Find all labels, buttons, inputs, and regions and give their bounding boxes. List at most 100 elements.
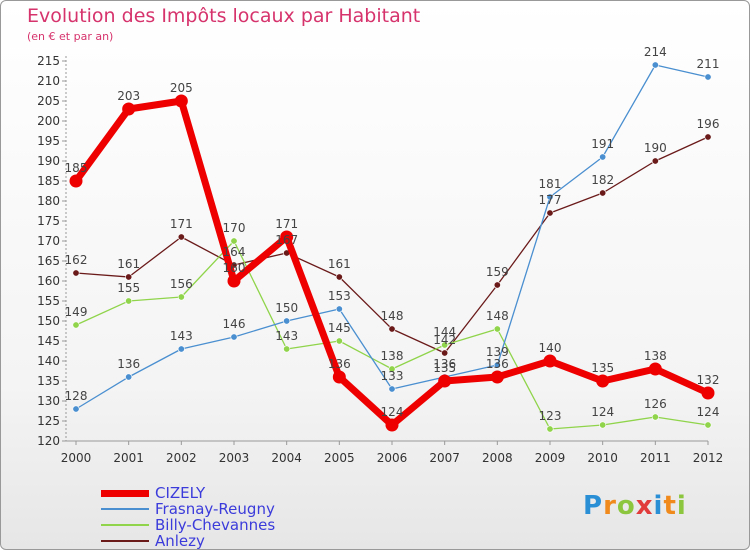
data-point — [72, 321, 80, 329]
x-tick-label: 2001 — [113, 451, 144, 465]
y-tick-label: 120 — [37, 434, 60, 448]
y-tick-label: 135 — [37, 374, 60, 388]
legend-label: Anlezy — [155, 532, 205, 550]
legend-label: Billy-Chevannes — [155, 516, 276, 534]
data-point — [280, 230, 294, 244]
logo-letter: r — [603, 491, 617, 521]
x-tick-label: 2006 — [377, 451, 408, 465]
data-point — [599, 189, 607, 197]
data-label: 177 — [539, 193, 562, 207]
data-label: 164 — [223, 245, 246, 259]
data-point — [704, 73, 712, 81]
data-label: 138 — [381, 349, 404, 363]
data-point — [385, 418, 399, 432]
data-point — [546, 193, 554, 201]
y-tick-label: 180 — [37, 194, 60, 208]
data-label: 133 — [381, 369, 404, 383]
x-tick-label: 2007 — [429, 451, 460, 465]
data-point — [493, 361, 501, 369]
data-label: 170 — [223, 221, 246, 235]
data-point — [543, 354, 557, 368]
data-label: 149 — [65, 305, 88, 319]
y-tick-label: 165 — [37, 254, 60, 268]
data-label: 135 — [591, 361, 614, 375]
data-point — [335, 273, 343, 281]
data-label: 132 — [697, 373, 720, 387]
data-point — [122, 102, 136, 116]
data-point — [335, 305, 343, 313]
legend-label: CIZELY — [155, 484, 206, 502]
data-label: 150 — [275, 301, 298, 315]
y-tick-label: 190 — [37, 154, 60, 168]
legend-swatch — [101, 540, 149, 542]
data-label: 167 — [275, 233, 298, 247]
y-tick-label: 170 — [37, 234, 60, 248]
data-label: 148 — [381, 309, 404, 323]
data-label: 148 — [486, 309, 509, 323]
data-point — [177, 233, 185, 241]
data-label: 162 — [65, 253, 88, 267]
x-tick-label: 2011 — [640, 451, 671, 465]
data-label: 136 — [486, 357, 509, 371]
data-point — [177, 293, 185, 301]
data-point — [388, 385, 396, 393]
legend-label: Frasnay-Reugny — [155, 500, 275, 518]
data-point — [441, 341, 449, 349]
data-point — [599, 153, 607, 161]
logo-letter: i — [653, 491, 664, 521]
x-tick-label: 2004 — [271, 451, 302, 465]
y-tick-label: 125 — [37, 414, 60, 428]
data-label: 182 — [591, 173, 614, 187]
data-point — [125, 373, 133, 381]
data-label: 161 — [328, 257, 351, 271]
x-tick-label: 2000 — [61, 451, 92, 465]
chart-title: Evolution des Impôts locaux par Habitant — [27, 5, 421, 27]
data-point — [230, 333, 238, 341]
data-point — [72, 405, 80, 413]
x-tick-label: 2009 — [535, 451, 566, 465]
legend-swatch — [101, 489, 149, 497]
x-tick-label: 2012 — [693, 451, 724, 465]
data-point — [648, 362, 662, 376]
data-label: 153 — [328, 289, 351, 303]
data-label: 146 — [223, 317, 246, 331]
logo-letter: i — [676, 491, 687, 521]
data-point — [651, 61, 659, 69]
data-point — [704, 421, 712, 429]
data-label: 155 — [117, 281, 140, 295]
y-tick-label: 150 — [37, 314, 60, 328]
data-label: 161 — [117, 257, 140, 271]
logo-letter: t — [663, 491, 677, 521]
logo-letter: o — [616, 491, 636, 521]
data-label: 211 — [697, 57, 720, 71]
data-label: 124 — [697, 405, 720, 419]
data-point — [704, 133, 712, 141]
data-point — [125, 273, 133, 281]
data-point — [72, 269, 80, 277]
y-tick-label: 195 — [37, 134, 60, 148]
data-labels: 162 161 171 164 167 161 148 142 159 177 182 190 196 1… — [65, 45, 720, 423]
data-label: 139 — [486, 345, 509, 359]
data-point — [332, 370, 346, 384]
data-point — [599, 421, 607, 429]
legend-swatch — [101, 524, 149, 526]
y-tick-label: 155 — [37, 294, 60, 308]
legend-swatch — [101, 508, 149, 510]
data-point — [493, 281, 501, 289]
data-label: 126 — [644, 397, 667, 411]
legend-item: CIZELY — [101, 485, 275, 501]
y-tick-label: 200 — [37, 114, 60, 128]
data-label: 185 — [65, 161, 88, 175]
data-label: 191 — [591, 137, 614, 151]
data-point — [283, 345, 291, 353]
data-label: 196 — [697, 117, 720, 131]
data-point — [596, 374, 610, 388]
chart-subtitle: (en € et par an) — [27, 30, 114, 43]
x-tick-label: 2010 — [587, 451, 618, 465]
y-tick-label: 215 — [37, 54, 60, 68]
data-point — [651, 157, 659, 165]
logo-letter: x — [635, 491, 654, 521]
data-label: 140 — [539, 341, 562, 355]
data-point — [493, 325, 501, 333]
